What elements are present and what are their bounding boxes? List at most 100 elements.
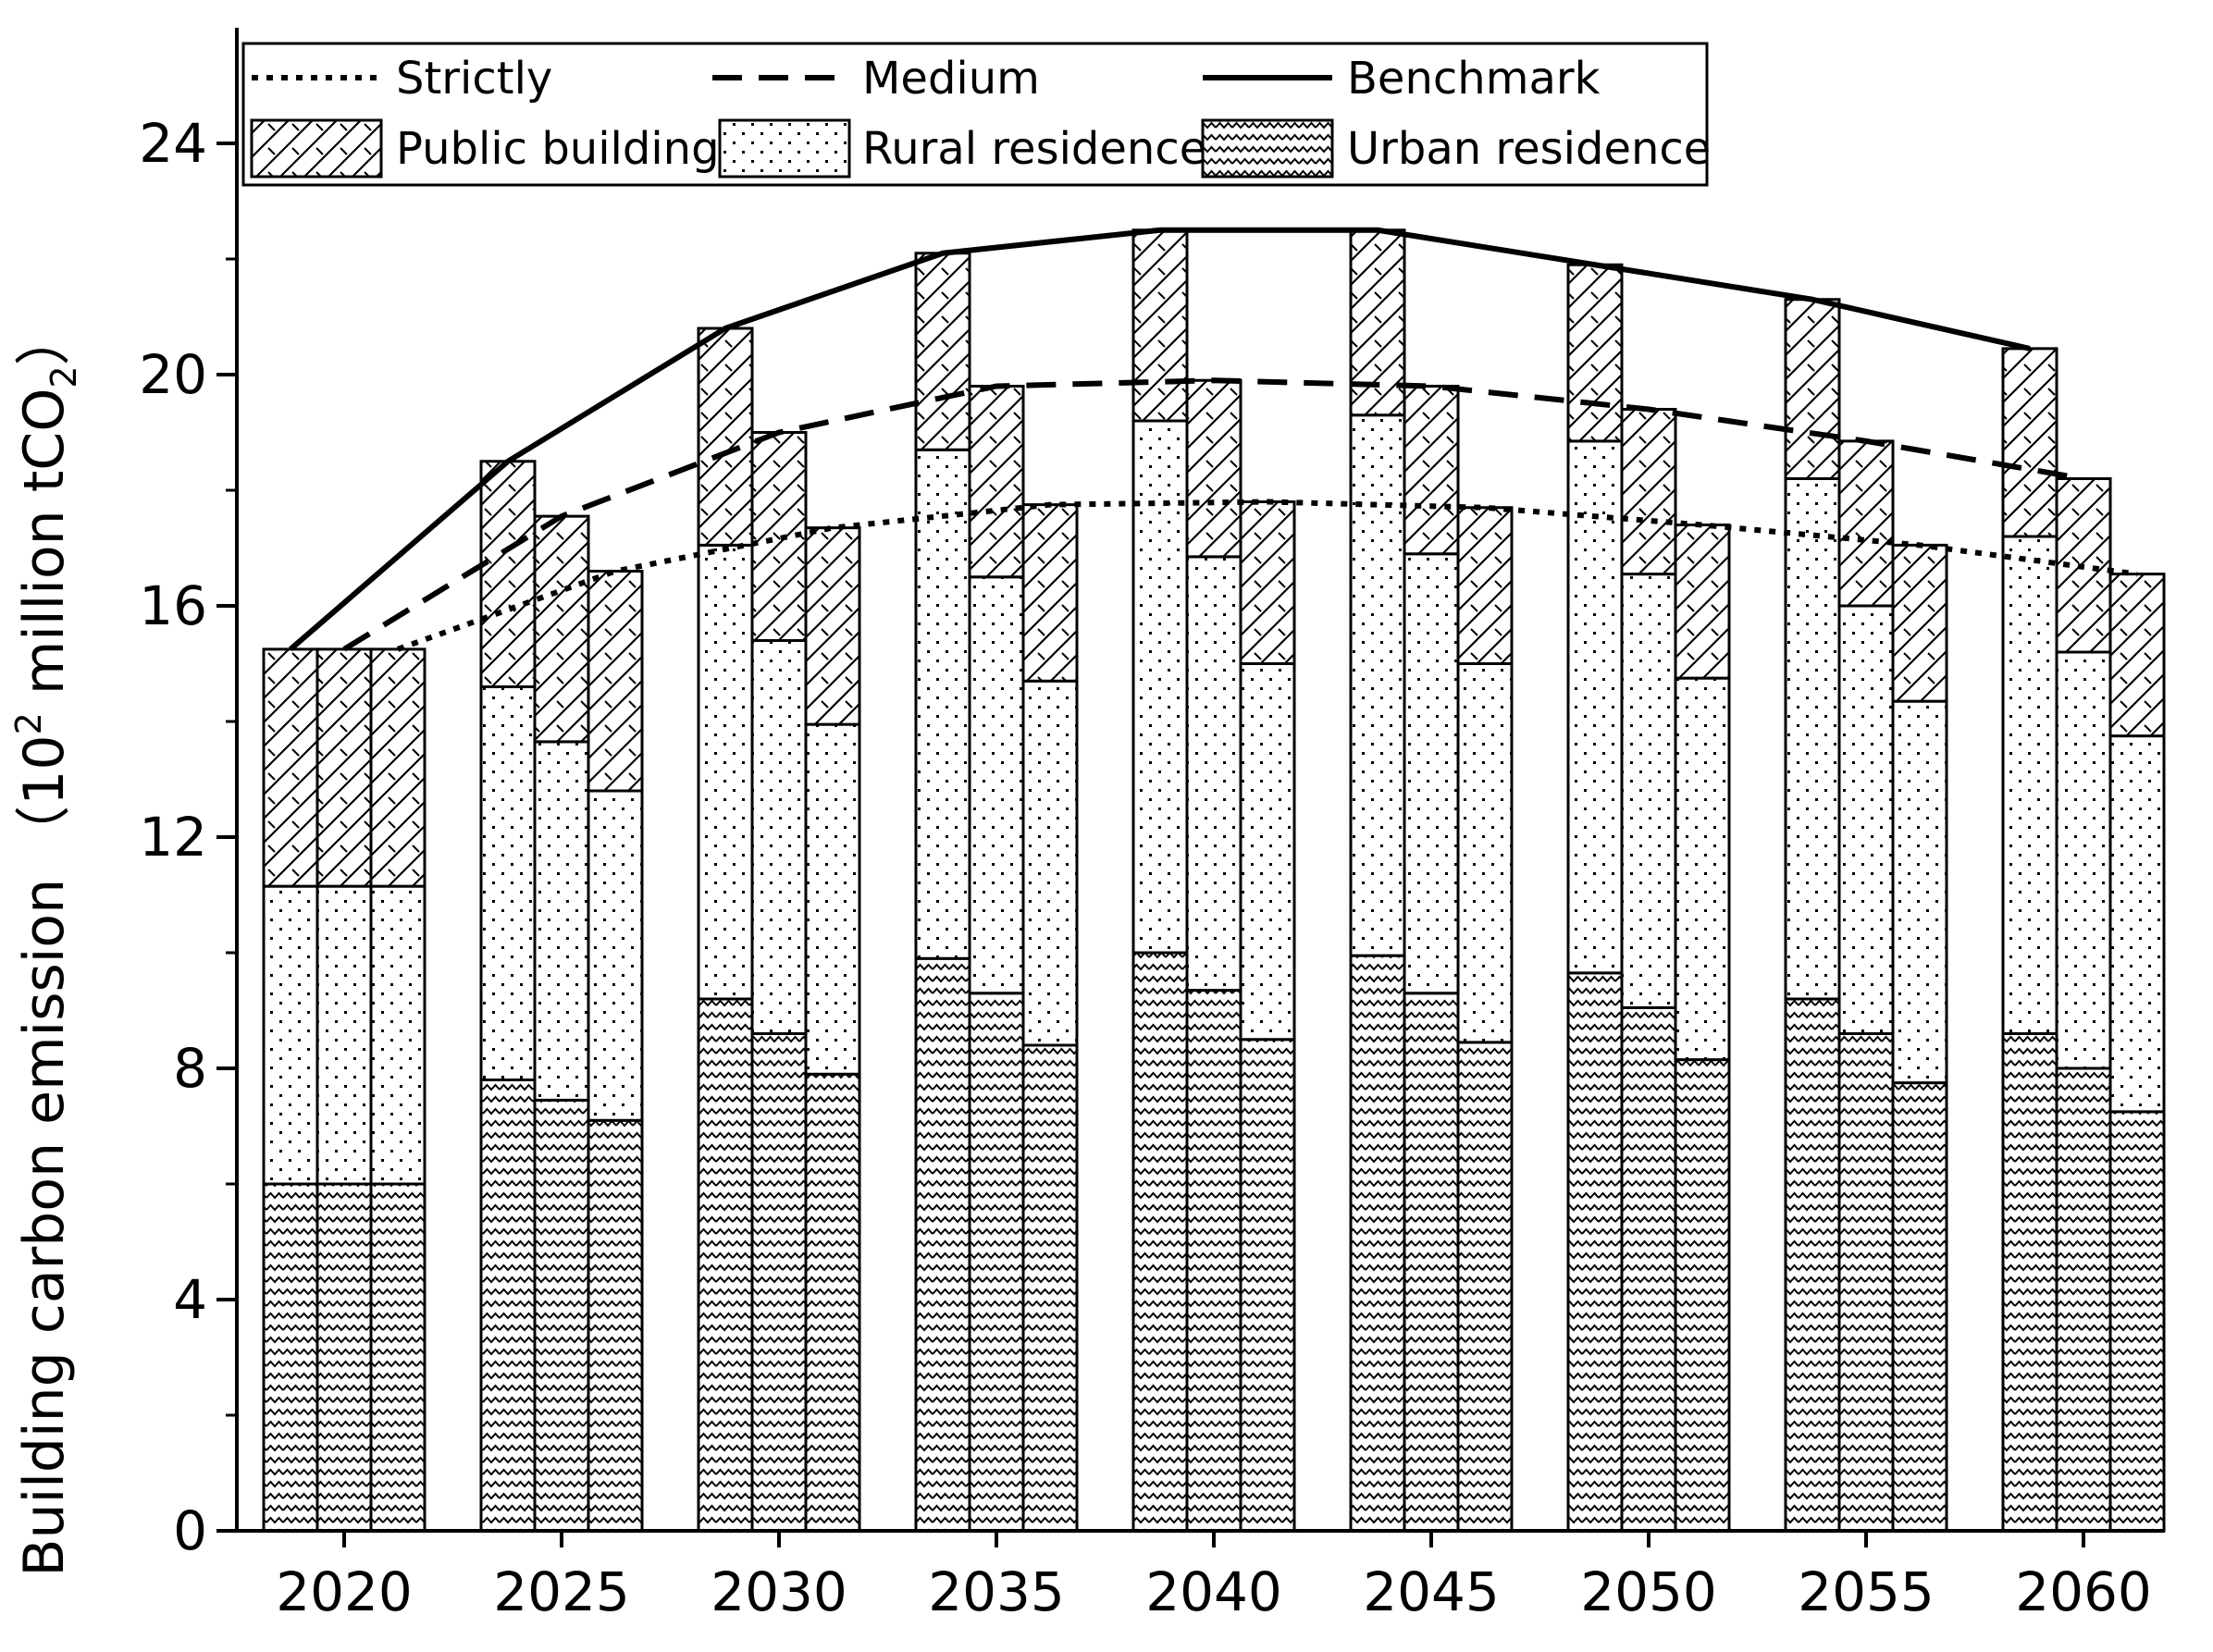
bar-public-building-2025-strictly xyxy=(587,570,644,793)
x-tick-label: 2055 xyxy=(1798,1560,1935,1623)
bar-urban-residence-2060-benchmark xyxy=(2001,1032,2058,1533)
bar-rural-residence-2035-medium xyxy=(968,575,1025,995)
bar-rural-residence-2030-strictly xyxy=(804,722,861,1076)
bar-public-building-2040-medium xyxy=(1185,378,1242,559)
line-medium xyxy=(342,377,2084,652)
legend-label-strictly: Strictly xyxy=(396,53,552,105)
bar-rural-residence-2025-medium xyxy=(533,740,590,1102)
bar-public-building-2035-strictly xyxy=(1021,503,1079,683)
legend-label-medium: Medium xyxy=(862,53,1040,105)
bar-public-building-2025-medium xyxy=(533,514,590,744)
y-axis-title: Building carbon emission （102 million tC… xyxy=(8,310,84,1576)
legend-label-rural-residence: Rural residence xyxy=(862,123,1206,175)
bar-rural-residence-2020-strictly xyxy=(369,884,427,1186)
bar-public-building-2020-medium xyxy=(315,647,373,888)
bar-urban-residence-2045-strictly xyxy=(1456,1041,1514,1533)
bar-urban-residence-2050-benchmark xyxy=(1566,971,1624,1533)
bar-public-building-2030-benchmark xyxy=(697,327,754,547)
bar-urban-residence-2055-medium xyxy=(1837,1032,1895,1533)
bar-urban-residence-2025-medium xyxy=(533,1098,590,1533)
bar-urban-residence-2035-strictly xyxy=(1021,1043,1079,1533)
bar-urban-residence-2025-benchmark xyxy=(479,1079,537,1533)
legend-label-urban-residence: Urban residence xyxy=(1347,123,1711,175)
bar-public-building-2030-strictly xyxy=(804,526,861,726)
bar-rural-residence-2060-medium xyxy=(2055,650,2112,1070)
bar-urban-residence-2030-benchmark xyxy=(697,997,754,1533)
legend-swatch-rural-residence xyxy=(718,118,851,179)
y-tick-label: 12 xyxy=(139,806,207,869)
bar-urban-residence-2035-medium xyxy=(968,992,1025,1533)
x-tick-label: 2050 xyxy=(1580,1560,1717,1623)
bar-urban-residence-2040-strictly xyxy=(1239,1038,1296,1533)
bar-urban-residence-2020-strictly xyxy=(369,1182,427,1533)
bar-rural-residence-2055-medium xyxy=(1837,604,1895,1035)
bar-rural-residence-2035-benchmark xyxy=(914,448,971,960)
legend-swatch-urban-residence xyxy=(1201,118,1334,179)
axes-layer: 0 4 8 12 16 20 24 2020 2025 2030 2035 2040 2045 2050 2… xyxy=(139,28,2165,1623)
bar-public-building-2035-benchmark xyxy=(914,252,971,451)
bar-rural-residence-2035-strictly xyxy=(1021,679,1079,1047)
bar-urban-residence-2060-medium xyxy=(2055,1066,2112,1533)
y-tick-label: 24 xyxy=(139,112,207,175)
y-tick-label: 4 xyxy=(173,1268,207,1331)
bar-public-building-2020-strictly xyxy=(369,647,427,888)
bar-rural-residence-2030-benchmark xyxy=(697,543,754,1001)
bar-rural-residence-2050-medium xyxy=(1620,573,1677,1009)
bar-public-building-2040-benchmark xyxy=(1131,228,1189,423)
bar-rural-residence-2060-benchmark xyxy=(2001,535,2058,1035)
bar-rural-residence-2060-strictly xyxy=(2108,734,2166,1114)
bar-urban-residence-2055-benchmark xyxy=(1784,997,1841,1533)
bar-public-building-2045-strictly xyxy=(1456,506,1514,665)
bar-rural-residence-2020-medium xyxy=(315,884,373,1186)
bar-public-building-2060-strictly xyxy=(2108,573,2166,738)
x-tick-label: 2040 xyxy=(1145,1560,1282,1623)
bar-urban-residence-2030-medium xyxy=(750,1032,808,1533)
bar-urban-residence-2055-strictly xyxy=(1891,1081,1948,1533)
bar-urban-residence-2020-benchmark xyxy=(262,1182,319,1533)
bar-urban-residence-2035-benchmark xyxy=(914,956,971,1533)
legend: Strictly Medium Benchmark Public buildin… xyxy=(241,42,1711,187)
bar-urban-residence-2025-strictly xyxy=(587,1118,644,1533)
bar-public-building-2045-medium xyxy=(1403,385,1460,556)
bar-rural-residence-2055-strictly xyxy=(1891,699,1948,1085)
bar-rural-residence-2040-strictly xyxy=(1239,662,1296,1042)
bar-rural-residence-2050-benchmark xyxy=(1566,439,1624,975)
bar-public-building-2025-benchmark xyxy=(479,460,537,688)
bar-public-building-2055-benchmark xyxy=(1784,298,1841,480)
bar-rural-residence-2045-benchmark xyxy=(1349,413,1406,957)
bar-rural-residence-2045-strictly xyxy=(1456,662,1514,1044)
x-tick-label: 2035 xyxy=(928,1560,1065,1623)
line-strictly xyxy=(396,499,2138,652)
legend-label-benchmark: Benchmark xyxy=(1347,53,1601,105)
legend-frame xyxy=(241,42,1709,187)
bar-urban-residence-2050-strictly xyxy=(1674,1058,1731,1533)
bar-public-building-2050-medium xyxy=(1620,408,1677,576)
bar-public-building-2060-benchmark xyxy=(2001,347,2058,538)
bar-urban-residence-2045-medium xyxy=(1403,992,1460,1533)
y-tick-label: 20 xyxy=(139,343,207,406)
bar-urban-residence-2040-medium xyxy=(1185,989,1242,1533)
bar-urban-residence-2045-benchmark xyxy=(1349,954,1406,1533)
bar-rural-residence-2045-medium xyxy=(1403,552,1460,995)
bars-layer xyxy=(262,228,2166,1533)
y-tick-label: 0 xyxy=(173,1499,207,1562)
bar-rural-residence-2020-benchmark xyxy=(262,884,319,1186)
bar-rural-residence-2025-strictly xyxy=(587,789,644,1122)
bar-public-building-2050-strictly xyxy=(1674,524,1731,680)
bar-urban-residence-2020-medium xyxy=(315,1182,373,1533)
bar-urban-residence-2050-medium xyxy=(1620,1005,1677,1533)
bar-public-building-2040-strictly xyxy=(1239,500,1296,665)
y-tick-label: 8 xyxy=(173,1037,207,1100)
bar-urban-residence-2060-strictly xyxy=(2108,1110,2166,1533)
legend-swatch-public-building xyxy=(250,118,383,179)
x-tick-label: 2020 xyxy=(276,1560,413,1623)
y-tick-label: 16 xyxy=(139,574,207,637)
bar-rural-residence-2030-medium xyxy=(750,639,808,1035)
bar-urban-residence-2030-strictly xyxy=(804,1072,861,1533)
legend-label-public-building: Public building xyxy=(396,123,720,175)
bar-public-building-2055-strictly xyxy=(1891,543,1948,703)
bar-rural-residence-2055-benchmark xyxy=(1784,477,1841,1001)
bar-rural-residence-2050-strictly xyxy=(1674,676,1731,1062)
x-tick-label: 2060 xyxy=(2015,1560,2152,1623)
